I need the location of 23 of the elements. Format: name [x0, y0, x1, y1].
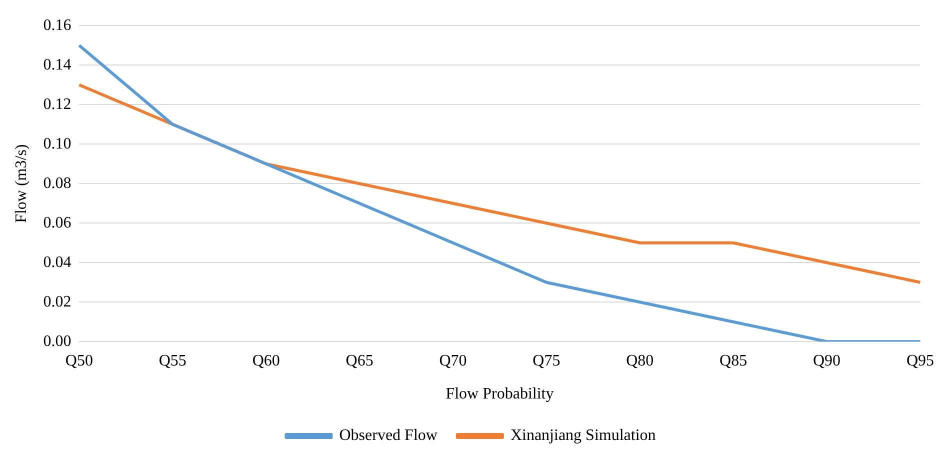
x-tick-label: Q70	[439, 352, 467, 370]
x-tick-label: Q65	[346, 352, 374, 370]
y-tick-label: 0.14	[43, 56, 72, 74]
y-tick-label: 0.16	[43, 16, 72, 34]
legend-label: Xinanjiang Simulation	[510, 427, 656, 444]
x-tick-label: Q85	[720, 352, 748, 370]
x-tick-label: Q50	[65, 352, 93, 370]
x-axis-title: Flow Probability	[446, 386, 554, 403]
x-tick-label: Q75	[532, 352, 560, 370]
y-axis-title: Flow (m3/s)	[12, 144, 30, 223]
y-tick-label: 0.04	[43, 254, 72, 271]
y-tick-label: 0.08	[43, 174, 72, 192]
y-tick-label: 0.10	[43, 135, 72, 152]
legend-label: Observed Flow	[339, 427, 438, 444]
x-tick-label: Q90	[812, 352, 841, 370]
x-tick-label: Q95	[906, 352, 934, 370]
x-tick-label: Q60	[252, 352, 280, 370]
x-tick-label: Q80	[626, 352, 654, 370]
x-tick-label: Q55	[158, 352, 186, 370]
y-tick-label: 0.06	[43, 214, 72, 232]
y-tick-label: 0.02	[43, 293, 72, 310]
y-tick-label: 0.00	[43, 332, 72, 350]
y-tick-label: 0.12	[43, 96, 72, 113]
